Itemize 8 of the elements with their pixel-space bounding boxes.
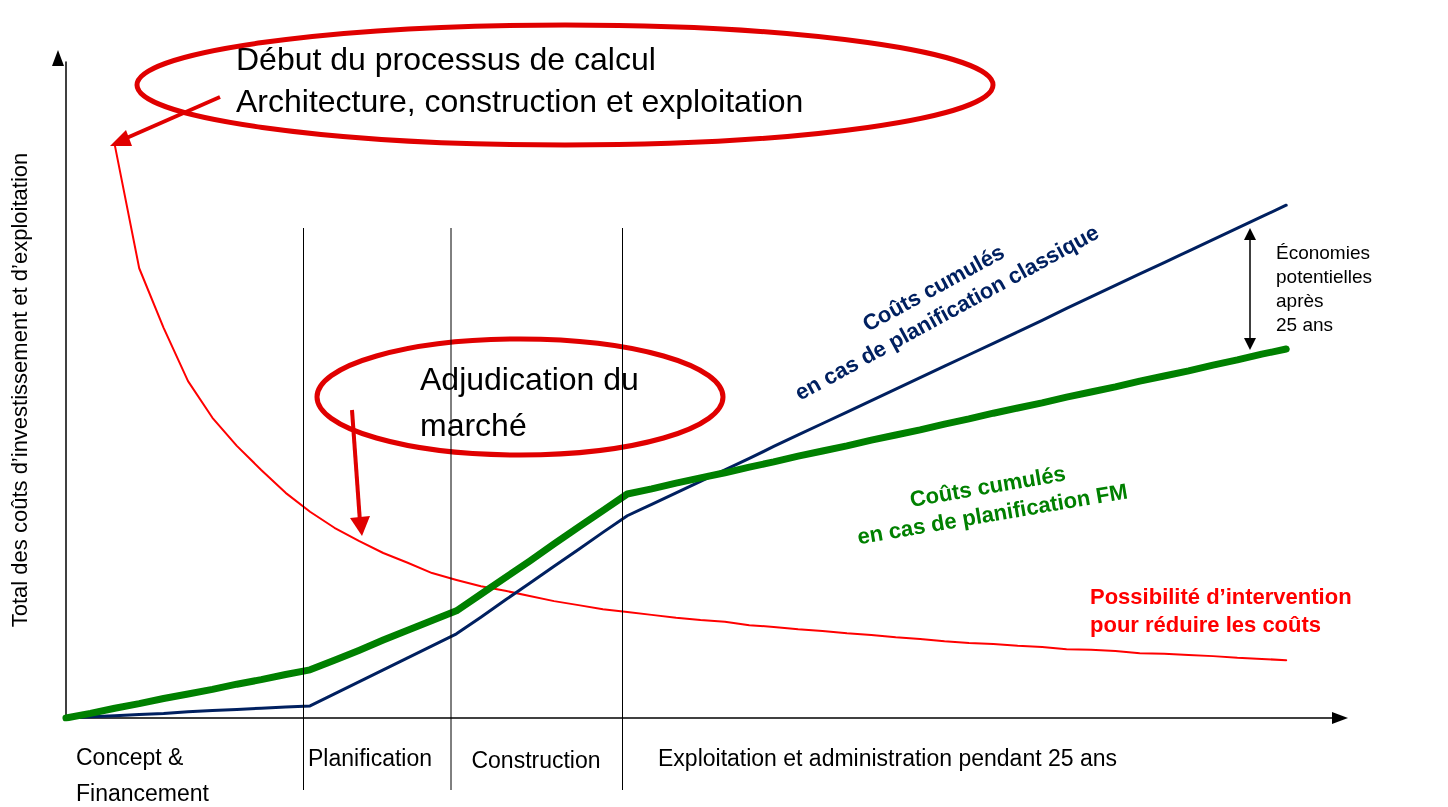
y-axis-title: Total des coûts d’investissement et d’exploitation bbox=[6, 152, 32, 628]
series-label: Possibilité d’intervention pour réduire les coûts bbox=[1090, 583, 1352, 637]
text: Planification bbox=[307, 745, 433, 771]
text: Concept & Financement bbox=[76, 744, 210, 806]
text: Début du processus de calcul Architecture, construction et exploitation bbox=[236, 41, 804, 119]
text: Exploitation et administration pendant 25 ans bbox=[658, 745, 1118, 771]
text: Construction bbox=[471, 747, 601, 773]
annotation: Économies potentielles après 25 ans bbox=[1276, 241, 1373, 335]
